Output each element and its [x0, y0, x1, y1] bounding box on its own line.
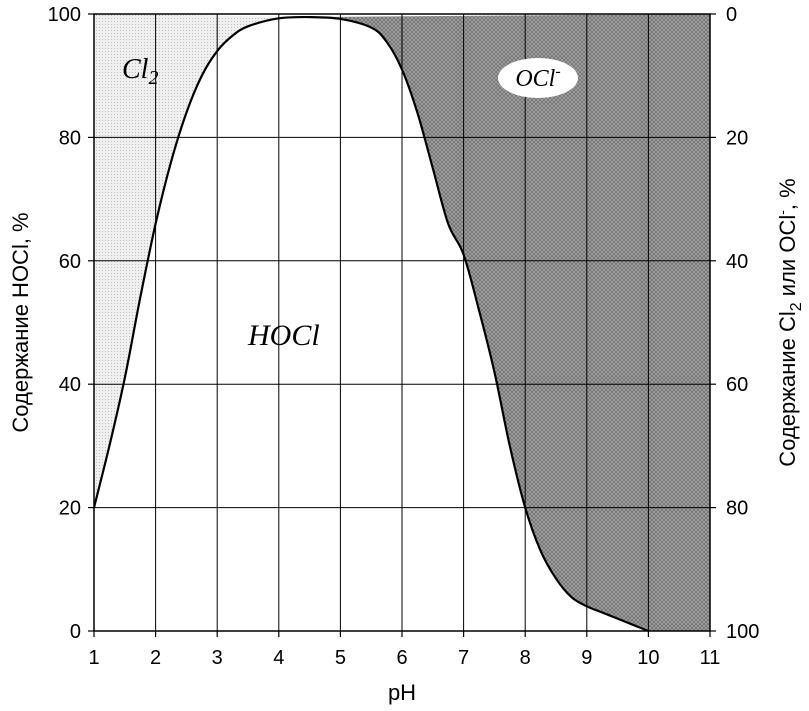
- y-axis-title-right-part-4: , %: [775, 178, 800, 210]
- x-tick-label-1: 1: [88, 647, 99, 669]
- y-axis-title-right-part-0: Содержание Cl: [775, 311, 800, 466]
- x-tick-label-11: 11: [700, 647, 721, 669]
- y-left-tick-label-0: 0: [70, 621, 81, 643]
- y-axis-title-right: Содержание Cl2 или OCl-, %: [774, 178, 805, 466]
- ocl-region: [309, 14, 710, 631]
- y-right-tick-label-60: 60: [726, 374, 748, 396]
- y-left-tick-label-20: 20: [59, 498, 81, 520]
- y-axis-title-right-part-2: или OCl: [775, 215, 800, 303]
- y-axis-title-left: Содержание HOCl, %: [8, 212, 33, 432]
- ocl-label-superscript: -: [555, 63, 560, 80]
- y-right-tick-label-100: 100: [726, 621, 759, 643]
- x-tick-label-2: 2: [150, 647, 161, 669]
- ocl-label-background: [498, 58, 578, 98]
- x-tick-label-4: 4: [273, 647, 284, 669]
- x-tick-label-10: 10: [637, 647, 659, 669]
- y-left-tick-label-40: 40: [59, 374, 81, 396]
- cl2-label-main: Cl: [122, 54, 149, 85]
- hocl-curve: [94, 15, 649, 631]
- x-tick-label-3: 3: [212, 647, 223, 669]
- x-tick-label-6: 6: [396, 647, 407, 669]
- y-right-tick-label-80: 80: [726, 498, 748, 520]
- cl2-label-subscript: 2: [148, 67, 158, 89]
- y-axis-title-right-part-3: -: [774, 210, 790, 215]
- x-axis-title: pH: [388, 680, 416, 705]
- y-axis-title-right-part-1: 2: [788, 302, 805, 311]
- x-tick-label-7: 7: [458, 647, 469, 669]
- y-right-tick-label-40: 40: [726, 251, 748, 273]
- x-tick-label-5: 5: [335, 647, 346, 669]
- y-right-tick-label-20: 20: [726, 127, 748, 149]
- y-left-tick-label-80: 80: [59, 127, 81, 149]
- x-tick-label-8: 8: [520, 647, 531, 669]
- y-left-tick-label-60: 60: [59, 251, 81, 273]
- x-tick-label-9: 9: [581, 647, 592, 669]
- cl2-label: Cl2: [122, 54, 158, 89]
- y-left-tick-label-100: 100: [48, 4, 81, 26]
- hocl-label: HOCl: [247, 319, 320, 352]
- y-right-tick-label-0: 0: [726, 4, 737, 26]
- ocl-label: OCl-: [515, 63, 560, 92]
- ocl-label-main: OCl: [515, 66, 555, 92]
